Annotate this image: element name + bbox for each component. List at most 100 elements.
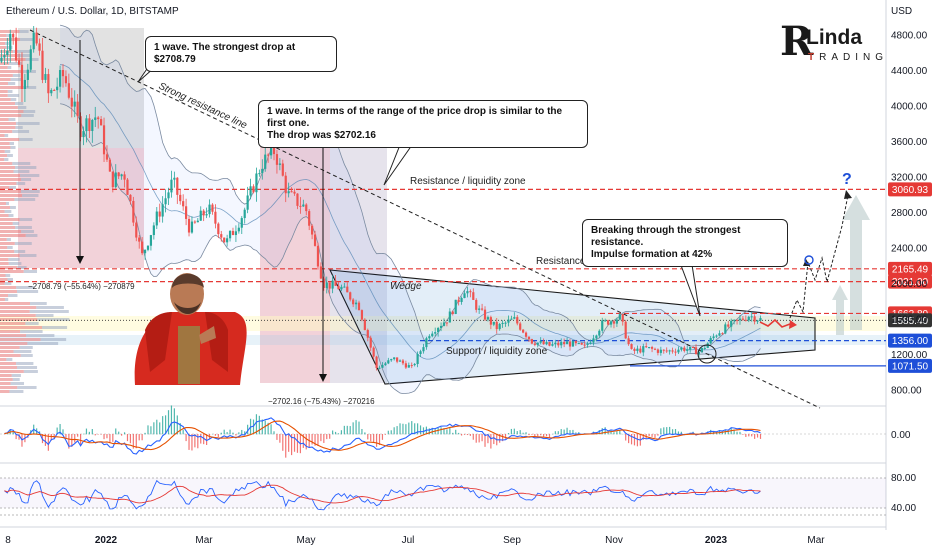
macd-histogram-bar: [472, 434, 474, 440]
candle-body: [598, 330, 601, 336]
drop-zone-1-pink: [18, 148, 144, 268]
y-tick-label: 2000.00: [891, 279, 928, 290]
candle-body: [648, 347, 651, 349]
vp-bar-buy: [20, 190, 40, 193]
macd-histogram-bar: [721, 431, 723, 435]
support-zone-label: Support / liquidity zone: [446, 346, 548, 357]
candle-body: [741, 318, 745, 320]
callout-second-wave: 1 wave. In terms of the range of the pri…: [258, 100, 588, 148]
vp-bar-buy: [16, 290, 39, 293]
macd-histogram-bar: [710, 429, 712, 435]
candle-body: [120, 174, 123, 177]
macd-histogram-bar: [367, 434, 369, 440]
candle-body: [0, 57, 3, 62]
vp-bar-sell: [0, 146, 11, 149]
candle-body: [480, 308, 484, 310]
candle-body: [208, 204, 211, 215]
vp-bar-buy: [7, 154, 13, 157]
macd-histogram-bar: [156, 419, 158, 435]
candle-body: [592, 338, 595, 343]
vp-bar-sell: [0, 174, 21, 177]
macd-histogram-bar: [619, 429, 621, 435]
candle-body: [184, 206, 188, 219]
macd-histogram-bar: [449, 427, 451, 435]
macd-histogram-bar: [543, 434, 545, 438]
candle-body: [554, 342, 557, 345]
candle-body: [615, 319, 618, 324]
candle-body: [100, 119, 103, 126]
callout-second-wave-line1: 1 wave. In terms of the range of the pri…: [267, 106, 563, 129]
macd-line: [4, 417, 761, 455]
macd-histogram-bar: [560, 429, 562, 435]
candle-body: [82, 131, 85, 138]
candle-body: [413, 364, 416, 366]
vp-bar-sell: [0, 290, 17, 293]
price-level-label: 1356.00: [892, 336, 929, 347]
macd-histogram-bar: [349, 426, 351, 435]
macd-histogram-bar: [504, 434, 507, 439]
vp-bar-buy: [8, 214, 14, 217]
vp-bar-sell: [0, 266, 18, 269]
candle-body: [193, 221, 196, 223]
vp-bar-sell: [0, 158, 5, 161]
candle-body: [738, 318, 742, 321]
candle-body: [454, 299, 457, 314]
candle-body: [369, 337, 372, 348]
vp-bar-sell: [0, 298, 5, 301]
candle-body: [102, 125, 106, 155]
candle-body: [448, 311, 451, 323]
macd-histogram-bar: [334, 431, 337, 435]
x-tick-label: Jul: [402, 535, 415, 546]
macd-histogram-bar: [188, 434, 190, 450]
candle-body: [548, 342, 551, 346]
macd-histogram-bar: [68, 434, 70, 449]
candle-body: [64, 76, 68, 84]
macd-histogram-bar: [569, 430, 571, 435]
candle-body: [671, 350, 674, 352]
vp-bar-buy: [8, 82, 16, 85]
macd-histogram-bar: [384, 434, 386, 435]
candle-body: [390, 359, 393, 361]
vp-bar-buy: [25, 234, 38, 237]
y-tick-label: 3200.00: [891, 173, 928, 184]
candle-body: [187, 218, 191, 233]
vp-bar-buy: [7, 66, 12, 69]
candle-body: [158, 211, 161, 217]
vp-bar-sell: [0, 190, 21, 193]
macd-histogram-bar: [528, 434, 530, 436]
candle-body: [322, 278, 325, 288]
vp-bar-buy: [10, 382, 25, 385]
macd-histogram-bar: [405, 424, 407, 435]
candle-body: [393, 357, 396, 360]
vp-bar-buy: [16, 286, 35, 289]
macd-histogram-bar: [232, 432, 234, 435]
vp-bar-sell: [0, 166, 16, 169]
vp-bar-buy: [8, 118, 16, 121]
candle-body: [26, 69, 29, 80]
vp-bar-sell: [0, 54, 18, 57]
vp-bar-sell: [0, 46, 6, 49]
macd-histogram-bar: [162, 416, 164, 435]
candle-body: [152, 225, 155, 236]
rsi-line: [4, 479, 761, 511]
candle-body: [311, 225, 314, 235]
candle-body: [565, 341, 569, 345]
candle-body: [164, 198, 167, 205]
candle-body: [67, 83, 70, 98]
macd-histogram-bar: [601, 428, 603, 435]
macd-histogram-bar: [103, 434, 105, 440]
vp-bar-sell: [0, 314, 36, 317]
target-arrow-gray-2: [832, 285, 848, 335]
vp-bar-sell: [0, 130, 13, 133]
macd-histogram-bar: [352, 422, 354, 435]
x-tick-label: 2022: [95, 535, 118, 546]
candle-body: [182, 201, 185, 207]
macd-histogram-bar: [663, 427, 665, 435]
y-tick-label: 800.00: [891, 386, 922, 397]
wedge-label: Wedge: [390, 281, 422, 292]
vp-bar-buy: [12, 378, 20, 381]
candle-body: [750, 316, 753, 318]
candle-body: [375, 356, 378, 368]
macd-histogram-bar: [59, 424, 61, 435]
macd-histogram-bar: [513, 428, 515, 435]
